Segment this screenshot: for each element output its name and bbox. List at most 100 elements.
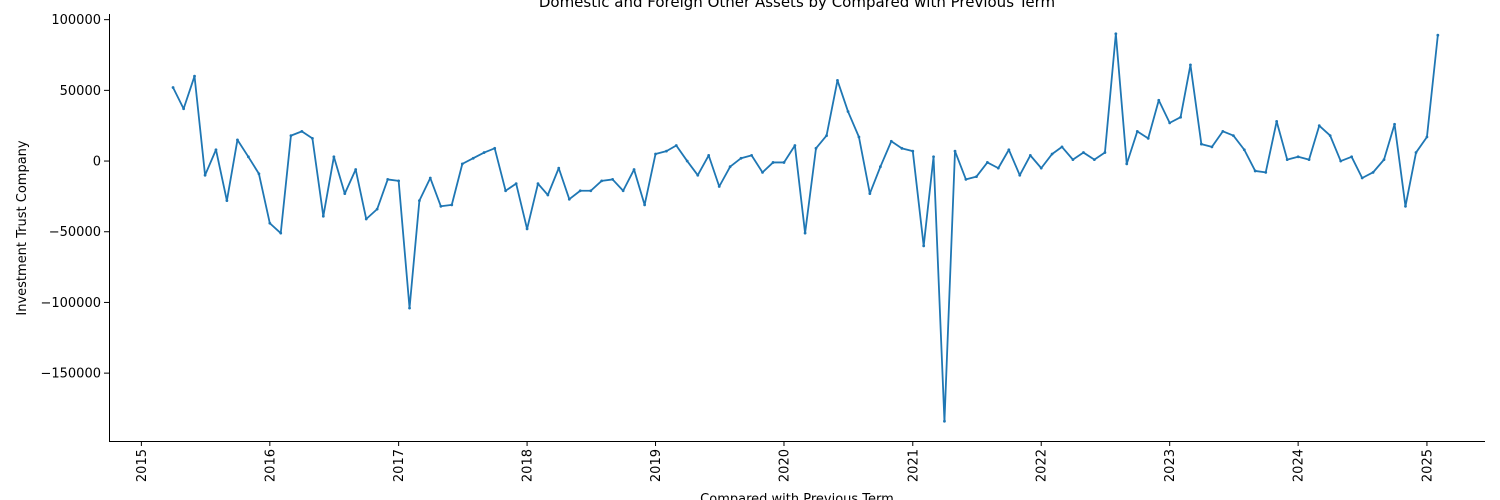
series-segment bbox=[622, 168, 635, 192]
series-segment bbox=[1200, 143, 1213, 148]
series-segment bbox=[922, 155, 935, 247]
series-segment bbox=[1051, 146, 1063, 155]
data-point bbox=[268, 221, 272, 225]
series-segment bbox=[311, 137, 325, 218]
data-point bbox=[685, 159, 689, 163]
series-segment bbox=[1082, 151, 1096, 161]
series-segment bbox=[600, 178, 614, 182]
series-segment bbox=[408, 199, 421, 309]
series-segment bbox=[1426, 34, 1439, 138]
series-segment bbox=[696, 154, 710, 177]
data-point bbox=[1296, 155, 1300, 159]
data-point bbox=[1350, 155, 1354, 159]
series-segment bbox=[975, 161, 989, 178]
series-segment bbox=[279, 134, 292, 235]
data-point bbox=[782, 161, 786, 164]
data-point bbox=[460, 162, 464, 166]
series-segment bbox=[986, 161, 1000, 170]
y-tick-label: −100000 bbox=[40, 296, 101, 311]
series-segment bbox=[858, 136, 871, 195]
data-point bbox=[1103, 151, 1107, 154]
series-segment bbox=[204, 148, 217, 177]
series-segment bbox=[868, 165, 882, 195]
x-tick-label: 2021 bbox=[906, 449, 921, 482]
series-segment bbox=[1040, 153, 1054, 170]
series-segment bbox=[750, 154, 764, 174]
series-segment bbox=[1147, 99, 1160, 140]
data-point bbox=[578, 189, 582, 193]
data-point bbox=[171, 86, 175, 89]
data-point bbox=[514, 182, 518, 186]
x-tick-label: 2017 bbox=[392, 449, 407, 482]
data-point bbox=[1436, 33, 1440, 37]
series-segment bbox=[1415, 136, 1428, 154]
data-point bbox=[1210, 145, 1214, 149]
y-axis-label: Investment Trust Company bbox=[15, 140, 30, 316]
data-point bbox=[343, 192, 347, 195]
series-segment bbox=[589, 179, 603, 192]
series-segment bbox=[354, 168, 368, 220]
series-segment bbox=[461, 157, 475, 165]
series-segment bbox=[515, 182, 528, 230]
series-segment bbox=[182, 75, 196, 110]
series-segment bbox=[557, 167, 571, 201]
series-segment bbox=[665, 144, 678, 153]
data-point bbox=[707, 153, 711, 157]
data-point bbox=[674, 144, 678, 147]
series-segment bbox=[429, 177, 442, 208]
series-segment bbox=[1254, 170, 1267, 174]
data-point bbox=[1039, 166, 1043, 170]
series-segment bbox=[258, 172, 271, 225]
series-segment bbox=[1232, 134, 1246, 151]
data-point bbox=[836, 79, 839, 82]
data-point bbox=[739, 156, 743, 160]
data-point bbox=[1221, 129, 1225, 133]
series-segment bbox=[1383, 123, 1396, 161]
data-point bbox=[1307, 158, 1311, 162]
data-point bbox=[193, 74, 196, 78]
series-segment bbox=[932, 155, 946, 423]
series-segment bbox=[1339, 155, 1353, 162]
data-point bbox=[868, 192, 872, 195]
data-point bbox=[1339, 159, 1343, 163]
x-tick-label: 2022 bbox=[1035, 449, 1050, 482]
data-point bbox=[1382, 158, 1386, 162]
data-point bbox=[408, 306, 411, 310]
data-point bbox=[1285, 158, 1289, 162]
data-point bbox=[996, 166, 1000, 170]
series-segment bbox=[1072, 151, 1085, 161]
series-segment bbox=[504, 182, 518, 192]
series-segment bbox=[1061, 146, 1074, 161]
data-point bbox=[225, 199, 229, 203]
data-point bbox=[1317, 124, 1321, 128]
data-point bbox=[428, 176, 432, 180]
series-segment bbox=[365, 208, 379, 220]
data-point bbox=[932, 155, 935, 159]
data-point bbox=[1114, 32, 1118, 36]
data-point bbox=[471, 156, 475, 160]
data-point bbox=[922, 244, 926, 248]
series-segment bbox=[1136, 130, 1150, 140]
data-point bbox=[1157, 98, 1161, 102]
series-segment bbox=[1157, 99, 1171, 124]
data-point bbox=[1414, 151, 1418, 154]
data-point bbox=[643, 203, 647, 207]
series-segment bbox=[1329, 134, 1342, 162]
data-point bbox=[482, 151, 486, 154]
series-segment bbox=[1286, 155, 1300, 161]
data-point bbox=[589, 189, 593, 193]
series-segment bbox=[1211, 130, 1224, 148]
data-point bbox=[1092, 158, 1096, 162]
data-point bbox=[1168, 121, 1172, 125]
data-point bbox=[1050, 152, 1054, 156]
data-point bbox=[717, 185, 721, 188]
series-segment bbox=[954, 150, 967, 181]
x-tick-label: 2015 bbox=[135, 449, 150, 482]
series-segment bbox=[611, 178, 625, 192]
data-point bbox=[311, 137, 314, 140]
data-point bbox=[536, 182, 540, 186]
data-point bbox=[321, 214, 325, 218]
series-segment bbox=[1125, 130, 1139, 165]
data-point bbox=[632, 168, 636, 171]
